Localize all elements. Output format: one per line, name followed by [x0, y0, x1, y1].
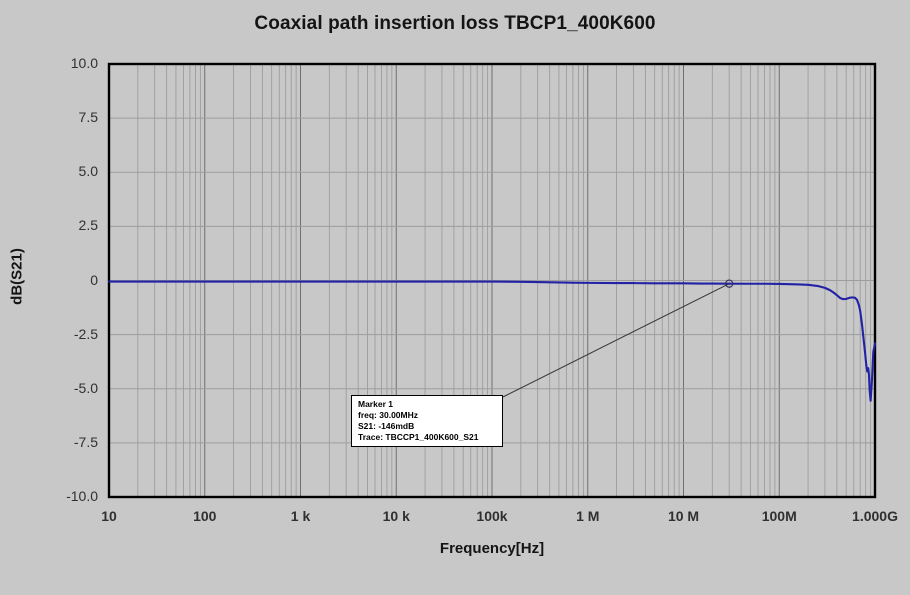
y-tick-label: 10.0 [70, 55, 98, 71]
x-tick-label: 10 k [382, 508, 410, 524]
y-tick-label: -2.5 [73, 325, 98, 342]
marker-trace: Trace: TBCCP1_400K600_S21 [358, 432, 479, 442]
x-tick-label: 100M [761, 508, 797, 524]
y-tick-label: 2.5 [78, 217, 98, 234]
marker-label: Marker 1 [358, 399, 393, 409]
y-tick-label: 0 [90, 271, 98, 288]
marker-point[interactable] [724, 279, 734, 288]
marker-frequency: freq: 30.00MHz [358, 410, 418, 420]
marker-value: S21: -146mdB [358, 421, 415, 431]
x-tick-label: 100 [193, 508, 217, 524]
chart-title: Coaxial path insertion loss TBCP1_400K60… [254, 13, 656, 34]
trace-line [107, 280, 877, 402]
y-tick-label: -10.0 [66, 488, 98, 504]
x-tick-label: 10 [101, 508, 117, 524]
y-tick-label: -5.0 [73, 379, 98, 396]
x-tick-label: 10 M [667, 508, 700, 524]
y-tick-label: 7.5 [78, 109, 98, 126]
x-tick-label: 1.000G [852, 508, 898, 524]
marker-leader-line [502, 283, 730, 398]
plot-frame [107, 62, 877, 499]
y-tick-label: 5.0 [78, 163, 98, 180]
x-tick-label: 1 k [290, 508, 311, 524]
marker-tooltip-box[interactable]: Marker 1 freq: 30.00MHz S21: -146mdB Tra… [351, 395, 503, 447]
y-tick-label: -7.5 [73, 433, 98, 450]
x-axis-title: Frequency[Hz] [439, 540, 545, 557]
x-tick-label: 1 M [576, 508, 600, 524]
x-tick-label: 100k [476, 508, 508, 524]
